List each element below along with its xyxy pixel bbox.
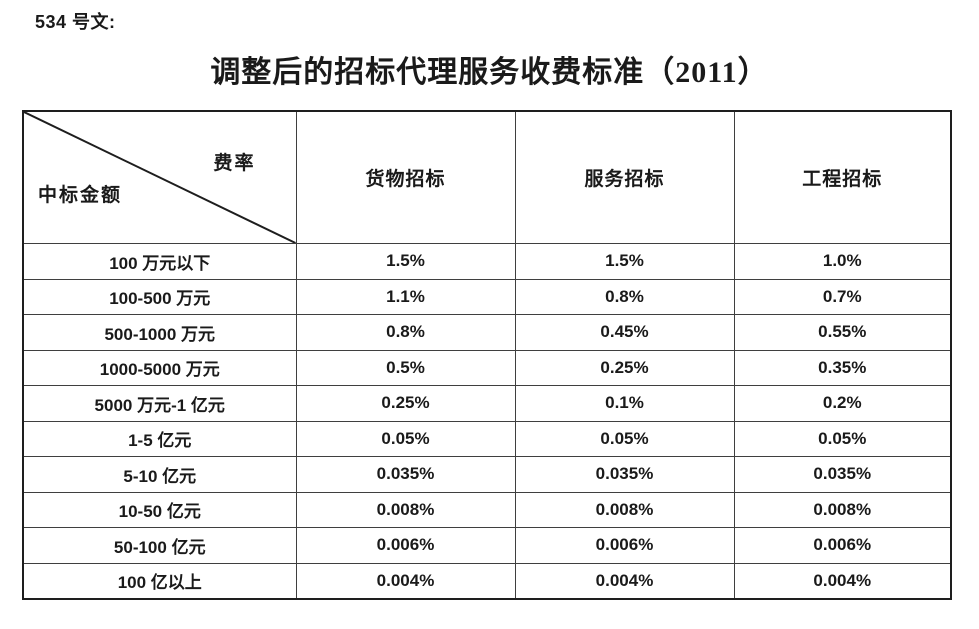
engineering-rate-cell: 1.0%: [733, 243, 952, 280]
table-row: 100 亿以上 0.004% 0.004% 0.004%: [22, 562, 952, 600]
engineering-rate-cell: 0.35%: [733, 349, 952, 386]
amount-cell: 100-500 万元: [22, 278, 297, 315]
engineering-rate-cell: 0.05%: [733, 420, 952, 457]
amount-cell: 100 万元以下: [22, 243, 297, 280]
service-rate-cell: 0.25%: [514, 349, 735, 386]
engineering-rate-cell: 0.7%: [733, 278, 952, 315]
service-rate-cell: 0.035%: [514, 456, 735, 493]
fee-rate-table: 费率 中标金额 货物招标 服务招标 工程招标 100 万元以下 1.5% 1.5…: [22, 110, 952, 600]
engineering-rate-cell: 0.2%: [733, 385, 952, 422]
goods-rate-cell: 0.25%: [295, 385, 516, 422]
goods-rate-cell: 0.8%: [295, 314, 516, 351]
service-rate-cell: 0.05%: [514, 420, 735, 457]
amount-cell: 10-50 亿元: [22, 491, 297, 528]
amount-cell: 500-1000 万元: [22, 314, 297, 351]
goods-rate-cell: 0.006%: [295, 527, 516, 564]
column-header-goods-bidding: 货物招标: [295, 110, 516, 244]
engineering-rate-cell: 0.004%: [733, 562, 952, 600]
service-rate-cell: 0.1%: [514, 385, 735, 422]
corner-header-cell: 费率 中标金额: [22, 110, 297, 244]
header-row: 费率 中标金额 货物招标 服务招标 工程招标: [22, 110, 952, 244]
doc-number-label: 534 号文:: [35, 12, 116, 32]
page-title: 调整后的招标代理服务收费标准（2011）: [210, 56, 769, 89]
table-row: 5000 万元-1 亿元 0.25% 0.1% 0.2%: [22, 385, 952, 422]
table-row: 500-1000 万元 0.8% 0.45% 0.55%: [22, 314, 952, 351]
table-row: 1000-5000 万元 0.5% 0.25% 0.35%: [22, 349, 952, 386]
table-row: 5-10 亿元 0.035% 0.035% 0.035%: [22, 456, 952, 493]
amount-cell: 5-10 亿元: [22, 456, 297, 493]
column-header-engineering-bidding: 工程招标: [733, 110, 952, 244]
table-row: 10-50 亿元 0.008% 0.008% 0.008%: [22, 491, 952, 528]
corner-label-fee-rate: 费率: [213, 153, 256, 174]
table-row: 100 万元以下 1.5% 1.5% 1.0%: [22, 243, 952, 280]
goods-rate-cell: 0.5%: [295, 349, 516, 386]
column-header-service-bidding: 服务招标: [514, 110, 735, 244]
service-rate-cell: 0.004%: [514, 562, 735, 600]
service-rate-cell: 0.008%: [514, 491, 735, 528]
engineering-rate-cell: 0.008%: [733, 491, 952, 528]
amount-cell: 1-5 亿元: [22, 420, 297, 457]
amount-cell: 100 亿以上: [22, 562, 297, 600]
engineering-rate-cell: 0.55%: [733, 314, 952, 351]
goods-rate-cell: 0.05%: [295, 420, 516, 457]
diagonal-divider-line: [24, 112, 296, 243]
goods-rate-cell: 0.035%: [295, 456, 516, 493]
amount-cell: 50-100 亿元: [22, 527, 297, 564]
service-rate-cell: 0.45%: [514, 314, 735, 351]
service-rate-cell: 1.5%: [514, 243, 735, 280]
amount-cell: 1000-5000 万元: [22, 349, 297, 386]
goods-rate-cell: 1.5%: [295, 243, 516, 280]
table-row: 1-5 亿元 0.05% 0.05% 0.05%: [22, 420, 952, 457]
table-row: 50-100 亿元 0.006% 0.006% 0.006%: [22, 527, 952, 564]
corner-label-bid-amount: 中标金额: [38, 185, 123, 206]
engineering-rate-cell: 0.035%: [733, 456, 952, 493]
service-rate-cell: 0.006%: [514, 527, 735, 564]
goods-rate-cell: 0.008%: [295, 491, 516, 528]
amount-cell: 5000 万元-1 亿元: [22, 385, 297, 422]
table-row: 100-500 万元 1.1% 0.8% 0.7%: [22, 278, 952, 315]
engineering-rate-cell: 0.006%: [733, 527, 952, 564]
goods-rate-cell: 0.004%: [295, 562, 516, 600]
goods-rate-cell: 1.1%: [295, 278, 516, 315]
service-rate-cell: 0.8%: [514, 278, 735, 315]
